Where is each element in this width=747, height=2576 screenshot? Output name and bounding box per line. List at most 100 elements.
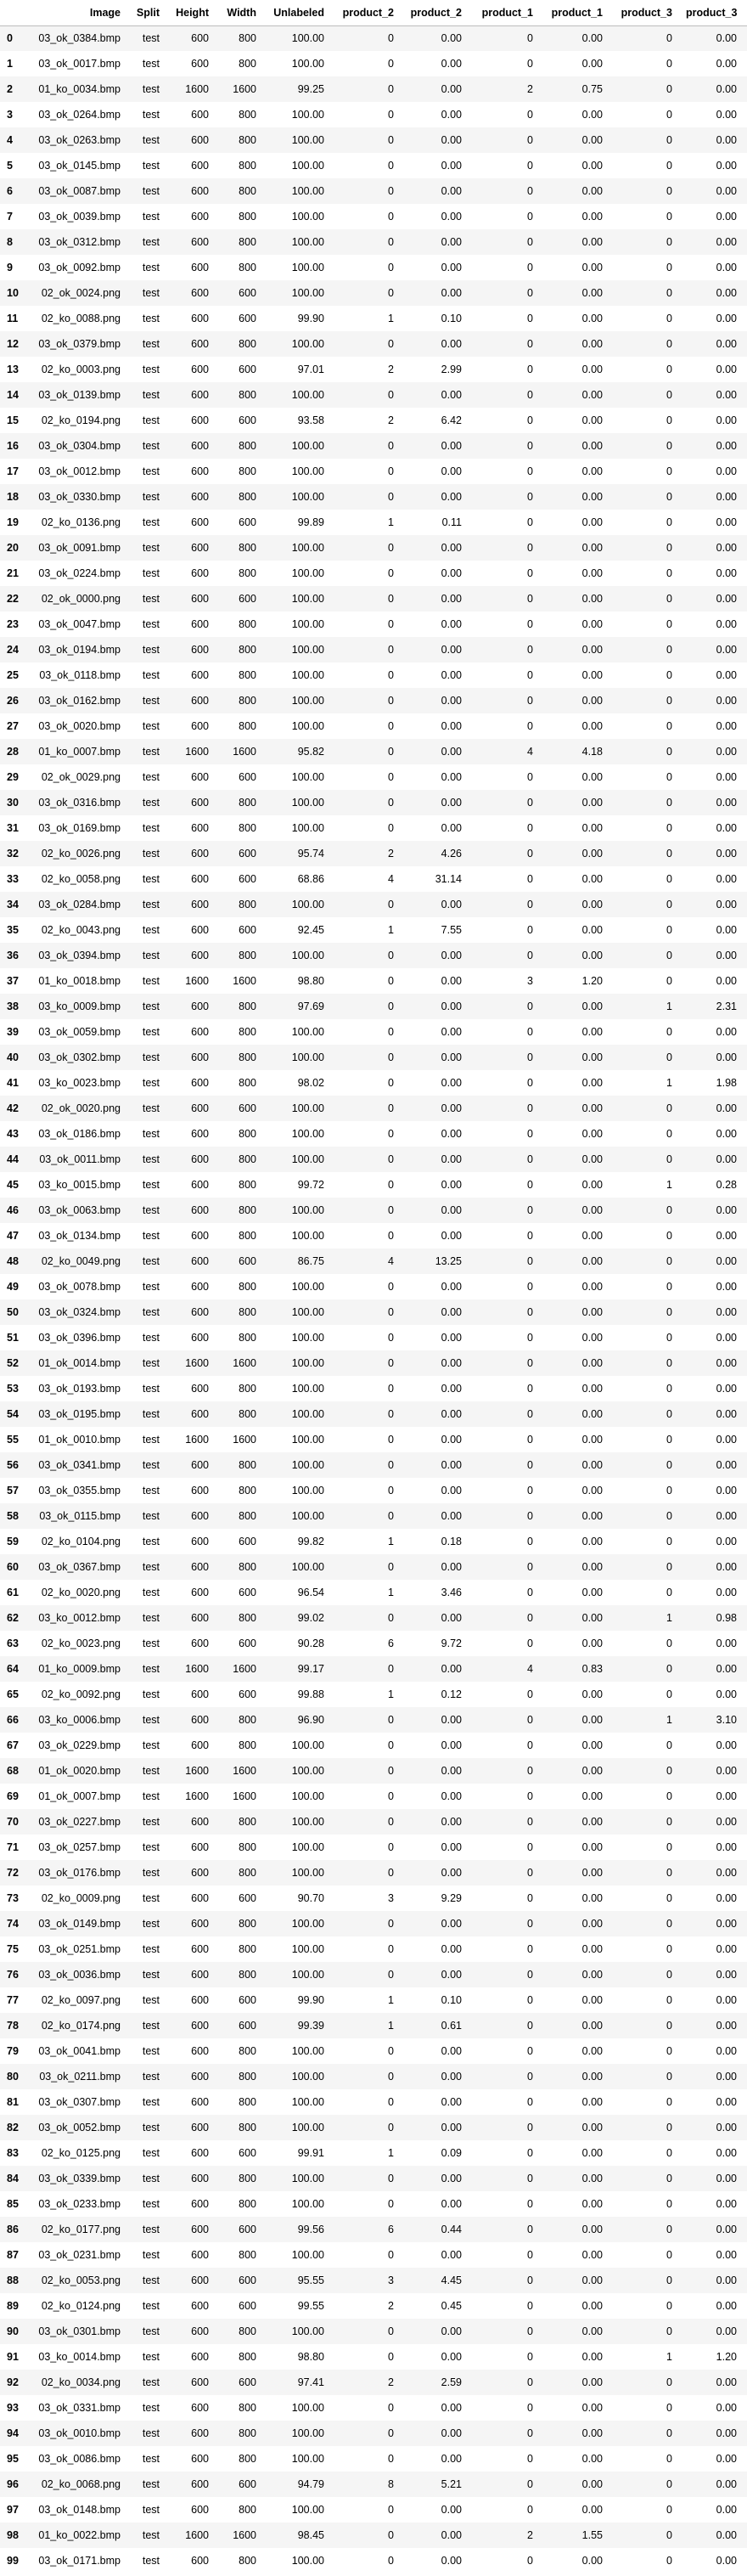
cell-product-1-count: 0 bbox=[527, 2504, 533, 2516]
cell-split: test bbox=[142, 1332, 160, 1344]
cell-image: 02_ko_0053.png bbox=[41, 2274, 121, 2286]
cell-width: 800 bbox=[239, 950, 256, 961]
cell-unlabeled: 100.00 bbox=[291, 1867, 324, 1879]
cell-product-3-count: 1 bbox=[666, 1714, 672, 1726]
cell-product-1-pct: 0.00 bbox=[581, 338, 603, 350]
cell-product-1-count: 0 bbox=[527, 1969, 533, 1981]
cell-height: 600 bbox=[191, 797, 209, 809]
cell-unlabeled: 100.00 bbox=[291, 338, 324, 350]
cell-product-1-pct: 0.00 bbox=[581, 1739, 603, 1751]
cell-height: 600 bbox=[191, 618, 209, 630]
cell-product-3-pct: 0.00 bbox=[716, 899, 737, 910]
cell-image: 03_ok_0139.bmp bbox=[38, 389, 121, 401]
cell-split: test bbox=[142, 262, 160, 273]
cell-split: test bbox=[142, 2555, 160, 2567]
cell-product-1-count: 0 bbox=[527, 1102, 533, 1114]
cell-split: test bbox=[142, 109, 160, 121]
cell-product-1-pct: 0.00 bbox=[581, 695, 603, 707]
cell-product-3-pct: 0.00 bbox=[716, 669, 737, 681]
cell-image: 02_ko_0125.png bbox=[41, 2147, 121, 2159]
cell-unlabeled: 100.00 bbox=[291, 2555, 324, 2567]
table-row: 26 03_ok_0162.bmp test 600 800 100.00 0 0.00 0 0.… bbox=[0, 688, 747, 713]
cell-product-1-count: 0 bbox=[527, 1485, 533, 1497]
cell-unlabeled: 68.86 bbox=[297, 873, 324, 885]
cell-product-2-pct: 0.00 bbox=[441, 1790, 462, 1802]
cell-product-2-count: 0 bbox=[388, 1663, 394, 1675]
row-index: 71 bbox=[7, 1841, 19, 1853]
row-index: 67 bbox=[7, 1739, 19, 1751]
cell-unlabeled: 100.00 bbox=[291, 1383, 324, 1395]
cell-product-2-pct: 0.18 bbox=[441, 1536, 462, 1547]
cell-product-3-pct: 0.00 bbox=[716, 797, 737, 809]
cell-product-3-pct: 0.00 bbox=[716, 695, 737, 707]
cell-product-1-count: 0 bbox=[527, 1994, 533, 2006]
cell-product-2-pct: 0.00 bbox=[441, 1408, 462, 1420]
cell-product-3-count: 0 bbox=[666, 1918, 672, 1930]
cell-product-1-count: 0 bbox=[527, 313, 533, 324]
cell-product-1-pct: 0.00 bbox=[581, 2198, 603, 2210]
cell-product-2-count: 0 bbox=[388, 32, 394, 45]
cell-unlabeled: 100.00 bbox=[291, 491, 324, 503]
cell-product-2-pct: 31.14 bbox=[435, 873, 462, 885]
cell-height: 600 bbox=[191, 2147, 209, 2159]
table-row: 1 03_ok_0017.bmp test 600 800 100.00 0 0.00 0 0.0… bbox=[0, 51, 747, 76]
cell-unlabeled: 100.00 bbox=[291, 1765, 324, 1777]
cell-product-1-pct: 0.00 bbox=[581, 1688, 603, 1700]
cell-height: 600 bbox=[191, 873, 209, 885]
cell-width: 800 bbox=[239, 2096, 256, 2108]
cell-height: 600 bbox=[191, 2427, 209, 2439]
cell-product-2-count: 0 bbox=[388, 262, 394, 273]
cell-unlabeled: 99.90 bbox=[297, 1994, 324, 2006]
table-body: 0 03_ok_0384.bmp test 600 800 100.00 0 0.00 0 0.0… bbox=[0, 25, 747, 2573]
cell-product-3-count: 0 bbox=[666, 644, 672, 656]
cell-product-1-count: 0 bbox=[527, 1714, 533, 1726]
table-row: 49 03_ok_0078.bmp test 600 800 100.00 0 0.00 0 0.… bbox=[0, 1274, 747, 1299]
cell-product-3-count: 0 bbox=[666, 899, 672, 910]
table-row: 84 03_ok_0339.bmp test 600 800 100.00 0 0.00 0 0.… bbox=[0, 2166, 747, 2191]
cell-width: 800 bbox=[239, 1204, 256, 1216]
cell-product-3-count: 0 bbox=[666, 134, 672, 146]
cell-product-2-pct: 3.46 bbox=[441, 1587, 462, 1598]
cell-product-1-count: 0 bbox=[527, 1459, 533, 1471]
cell-product-3-count: 0 bbox=[666, 1739, 672, 1751]
cell-product-2-count: 0 bbox=[388, 1612, 394, 1624]
cell-product-1-pct: 0.00 bbox=[581, 1102, 603, 1114]
row-index: 56 bbox=[7, 1459, 19, 1471]
cell-product-3-pct: 0.00 bbox=[716, 1281, 737, 1293]
table-row: 15 02_ko_0194.png test 600 600 93.58 2 6.42 0 0.0… bbox=[0, 408, 747, 433]
cell-product-2-pct: 0.00 bbox=[441, 1179, 462, 1191]
row-index: 60 bbox=[7, 1561, 19, 1573]
row-index: 86 bbox=[7, 2224, 19, 2235]
table-row: 86 02_ko_0177.png test 600 600 99.56 6 0.44 0 0.0… bbox=[0, 2217, 747, 2242]
row-index: 98 bbox=[7, 2529, 19, 2541]
table-row: 65 02_ko_0092.png test 600 600 99.88 1 0.12 0 0.0… bbox=[0, 1682, 747, 1707]
cell-product-2-count: 0 bbox=[388, 950, 394, 961]
cell-split: test bbox=[142, 899, 160, 910]
cell-width: 800 bbox=[239, 1026, 256, 1038]
cell-height: 600 bbox=[191, 1051, 209, 1063]
cell-product-1-pct: 0.00 bbox=[581, 797, 603, 809]
cell-product-1-pct: 0.00 bbox=[581, 2478, 603, 2490]
row-index: 44 bbox=[7, 1153, 19, 1165]
cell-product-3-count: 0 bbox=[666, 695, 672, 707]
cell-width: 600 bbox=[239, 1637, 256, 1649]
cell-product-2-pct: 0.00 bbox=[441, 1306, 462, 1318]
cell-product-2-count: 1 bbox=[388, 2020, 394, 2032]
cell-product-1-pct: 0.00 bbox=[581, 2402, 603, 2414]
row-index: 96 bbox=[7, 2478, 19, 2490]
cell-split: test bbox=[142, 2529, 160, 2541]
row-index: 27 bbox=[7, 720, 19, 732]
cell-product-2-count: 0 bbox=[388, 83, 394, 95]
table-row: 35 02_ko_0043.png test 600 600 92.45 1 7.55 0 0.0… bbox=[0, 917, 747, 943]
cell-unlabeled: 100.00 bbox=[291, 822, 324, 834]
cell-product-1-count: 0 bbox=[527, 160, 533, 172]
table-row: 94 03_ok_0010.bmp test 600 800 100.00 0 0.00 0 0.… bbox=[0, 2421, 747, 2446]
row-index: 17 bbox=[7, 465, 19, 477]
cell-image: 02_ko_0177.png bbox=[41, 2224, 121, 2235]
cell-product-3-pct: 0.00 bbox=[716, 2071, 737, 2083]
cell-unlabeled: 100.00 bbox=[291, 1332, 324, 1344]
cell-width: 800 bbox=[239, 1612, 256, 1624]
cell-image: 03_ok_0233.bmp bbox=[38, 2198, 121, 2210]
cell-product-1-pct: 0.00 bbox=[581, 1892, 603, 1904]
row-index: 12 bbox=[7, 338, 19, 350]
